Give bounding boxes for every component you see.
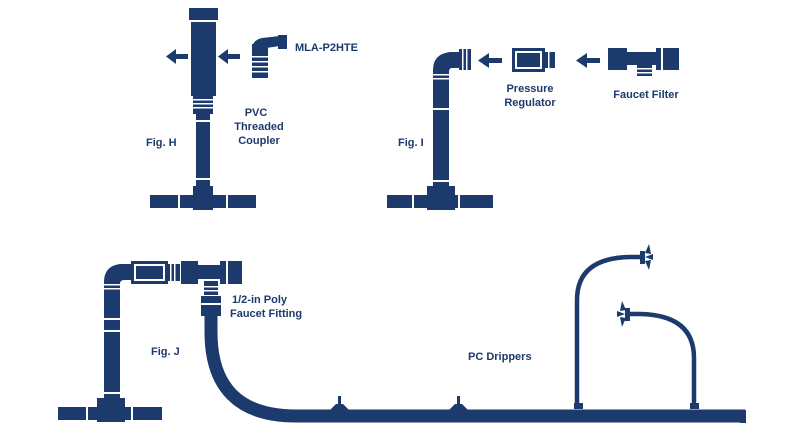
pvc-label-line2: Threaded	[234, 121, 284, 133]
fig-i-elbow	[433, 49, 471, 86]
fig-h-left-arrow-icon	[166, 49, 188, 64]
fig-h-threads	[193, 96, 213, 114]
fig-i-arrow-2-icon	[576, 53, 600, 68]
pressure-label-line1: Pressure	[506, 83, 553, 95]
pc-dripper-2	[449, 396, 468, 410]
pvc-threaded-coupler	[252, 35, 287, 78]
fig-h-emitter-body	[191, 10, 216, 96]
pc-dripper-tube-2	[617, 301, 699, 409]
fig-j-assembly	[58, 261, 746, 423]
fig-i-label: Fig. I	[398, 137, 424, 149]
pc-drippers-label: PC Drippers	[468, 351, 532, 363]
poly-tubing	[204, 315, 745, 423]
poly-faucet-fitting	[201, 281, 221, 316]
poly-label-line2: Faucet Fitting	[230, 308, 302, 320]
pressure-regulator	[512, 48, 555, 72]
pvc-label-line3: Coupler	[238, 135, 280, 147]
fig-j-riser	[104, 292, 120, 402]
fig-h-right-arrow-icon	[218, 49, 240, 64]
fig-h-riser	[196, 110, 210, 190]
faucet-filter	[608, 48, 679, 76]
fig-h-label: Fig. H	[146, 137, 177, 149]
pressure-label-line2: Regulator	[504, 97, 556, 109]
pc-dripper-1	[330, 396, 349, 410]
mla-label: MLA-P2HTE	[295, 42, 358, 54]
fig-i-assembly	[387, 48, 679, 210]
pc-dripper-tube-1	[574, 244, 653, 409]
fig-j-elbow	[104, 264, 132, 294]
faucet-filter-label: Faucet Filter	[613, 89, 679, 101]
fig-h-tee-body	[193, 186, 213, 210]
fig-h-assembly	[150, 8, 287, 210]
pvc-label-line1: PVC	[245, 107, 268, 119]
fig-i-riser	[433, 84, 449, 190]
fig-i-arrow-1-icon	[478, 53, 502, 68]
fig-j-label: Fig. J	[151, 346, 180, 358]
fig-j-faucet-filter	[181, 261, 242, 284]
poly-label-line1: 1/2-in Poly	[232, 294, 288, 306]
